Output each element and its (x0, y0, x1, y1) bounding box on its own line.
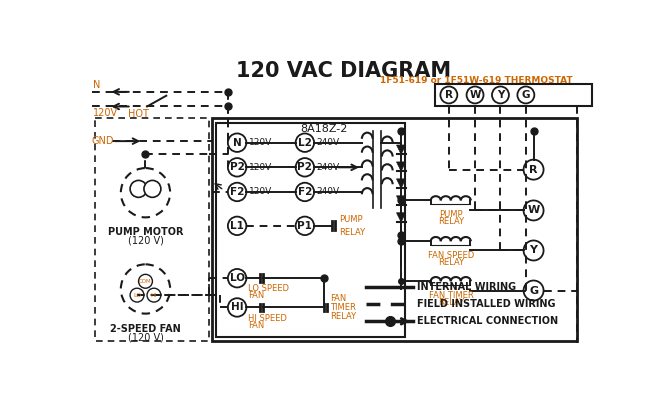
Text: RELAY: RELAY (330, 312, 356, 321)
Text: G: G (529, 285, 538, 295)
Text: 120V: 120V (93, 108, 118, 118)
Text: INTERNAL WIRING: INTERNAL WIRING (417, 282, 516, 292)
Circle shape (295, 158, 314, 176)
Text: Y: Y (529, 246, 537, 256)
Text: HOT: HOT (128, 109, 149, 119)
Text: G: G (522, 90, 530, 100)
Text: 240V: 240V (316, 138, 340, 147)
Circle shape (523, 160, 543, 180)
Circle shape (121, 264, 170, 313)
Text: PUMP: PUMP (440, 210, 463, 220)
Text: 120V: 120V (249, 163, 272, 172)
Bar (212, 118, 577, 341)
Text: FAN: FAN (248, 321, 264, 330)
Text: ELECTRICAL CONNECTION: ELECTRICAL CONNECTION (417, 316, 557, 326)
Text: P2: P2 (230, 162, 245, 172)
Text: Y: Y (496, 90, 504, 100)
Text: (120 V): (120 V) (127, 236, 163, 246)
Text: FAN TIMER: FAN TIMER (429, 291, 474, 300)
Circle shape (492, 86, 509, 103)
Text: PUMP: PUMP (340, 215, 363, 223)
Text: 2-SPEED FAN: 2-SPEED FAN (110, 323, 181, 334)
Text: W: W (527, 205, 540, 215)
Text: HI: HI (230, 303, 243, 313)
Text: W: W (469, 90, 481, 100)
Text: RELAY: RELAY (438, 298, 464, 307)
Text: RELAY: RELAY (340, 228, 366, 237)
Text: 1F51-619 or 1F51W-619 THERMOSTAT: 1F51-619 or 1F51W-619 THERMOSTAT (381, 76, 573, 85)
Polygon shape (397, 162, 406, 171)
Circle shape (295, 133, 314, 152)
Text: P1: P1 (297, 221, 312, 231)
Text: FAN: FAN (248, 291, 264, 300)
Circle shape (228, 158, 247, 176)
Circle shape (523, 241, 543, 261)
Circle shape (139, 274, 152, 288)
Text: FAN: FAN (330, 294, 346, 303)
Polygon shape (397, 213, 406, 222)
Text: COM: COM (139, 279, 152, 284)
Text: L2: L2 (298, 138, 312, 147)
Text: RELAY: RELAY (438, 258, 464, 267)
Text: R: R (529, 165, 538, 175)
Text: FAN SPEED: FAN SPEED (428, 251, 474, 260)
Circle shape (295, 217, 314, 235)
Text: TIMER: TIMER (330, 303, 356, 312)
Circle shape (523, 200, 543, 220)
Text: PUMP MOTOR: PUMP MOTOR (108, 228, 183, 238)
Circle shape (121, 168, 170, 217)
Text: N: N (93, 80, 100, 91)
Text: HI: HI (151, 292, 157, 297)
Text: LO: LO (230, 273, 245, 283)
Bar (94, 118, 208, 341)
Circle shape (523, 280, 543, 300)
Polygon shape (397, 179, 406, 188)
Circle shape (147, 288, 161, 302)
Text: 120V: 120V (249, 187, 272, 197)
Text: 120V: 120V (249, 138, 272, 147)
Text: RELAY: RELAY (438, 217, 464, 226)
Text: 8A18Z-2: 8A18Z-2 (300, 124, 348, 134)
Text: R: R (445, 90, 453, 100)
Text: P2: P2 (297, 162, 312, 172)
Text: (120 V): (120 V) (127, 332, 163, 342)
Text: 240V: 240V (316, 163, 340, 172)
Circle shape (228, 269, 247, 287)
Text: HI SPEED: HI SPEED (248, 313, 287, 323)
Polygon shape (397, 145, 406, 154)
Text: F2: F2 (297, 187, 312, 197)
Text: L1: L1 (230, 221, 244, 231)
Circle shape (130, 181, 147, 197)
Circle shape (130, 288, 144, 302)
Bar (435, 84, 592, 106)
Text: GND: GND (92, 136, 114, 146)
Text: LO: LO (133, 292, 141, 297)
Text: N: N (232, 138, 241, 147)
Text: LO SPEED: LO SPEED (248, 285, 289, 293)
Polygon shape (397, 196, 406, 205)
Text: 120 VAC DIAGRAM: 120 VAC DIAGRAM (236, 61, 451, 81)
Text: FIELD INSTALLED WIRING: FIELD INSTALLED WIRING (417, 300, 555, 309)
Circle shape (228, 298, 247, 317)
Circle shape (466, 86, 484, 103)
Text: 240V: 240V (316, 187, 340, 197)
Circle shape (228, 183, 247, 201)
Circle shape (440, 86, 458, 103)
Circle shape (228, 133, 247, 152)
Text: F2: F2 (230, 187, 245, 197)
Circle shape (144, 181, 161, 197)
Circle shape (228, 217, 247, 235)
Bar (216, 124, 405, 337)
Circle shape (517, 86, 535, 103)
Circle shape (295, 183, 314, 201)
